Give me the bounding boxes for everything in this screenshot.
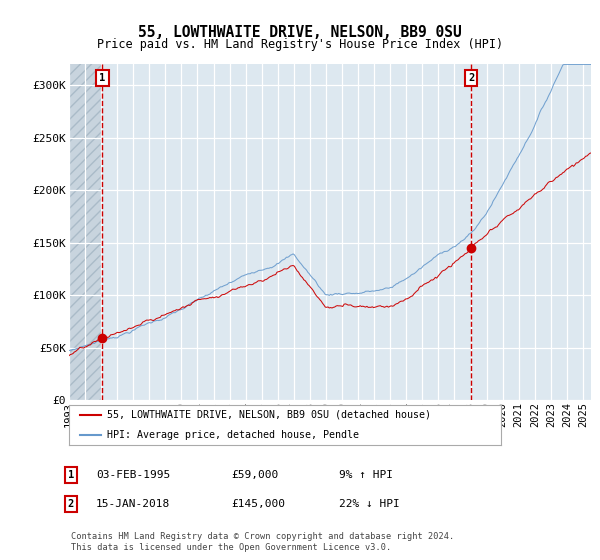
Text: Price paid vs. HM Land Registry's House Price Index (HPI): Price paid vs. HM Land Registry's House … [97, 38, 503, 52]
Text: 2: 2 [468, 73, 475, 83]
Text: £59,000: £59,000 [231, 470, 278, 480]
Text: 15-JAN-2018: 15-JAN-2018 [96, 499, 170, 509]
Text: HPI: Average price, detached house, Pendle: HPI: Average price, detached house, Pend… [107, 430, 359, 440]
Text: 9% ↑ HPI: 9% ↑ HPI [339, 470, 393, 480]
Text: 1: 1 [100, 73, 106, 83]
Text: 22% ↓ HPI: 22% ↓ HPI [339, 499, 400, 509]
Text: 55, LOWTHWAITE DRIVE, NELSON, BB9 0SU (detached house): 55, LOWTHWAITE DRIVE, NELSON, BB9 0SU (d… [107, 410, 431, 420]
Text: 03-FEB-1995: 03-FEB-1995 [96, 470, 170, 480]
Bar [69, 64, 103, 400]
Text: Contains HM Land Registry data © Crown copyright and database right 2024.: Contains HM Land Registry data © Crown c… [71, 532, 454, 541]
Text: 1: 1 [68, 470, 74, 480]
Text: 2: 2 [68, 499, 74, 509]
Text: £145,000: £145,000 [231, 499, 285, 509]
Text: 55, LOWTHWAITE DRIVE, NELSON, BB9 0SU: 55, LOWTHWAITE DRIVE, NELSON, BB9 0SU [138, 25, 462, 40]
Text: This data is licensed under the Open Government Licence v3.0.: This data is licensed under the Open Gov… [71, 543, 391, 552]
